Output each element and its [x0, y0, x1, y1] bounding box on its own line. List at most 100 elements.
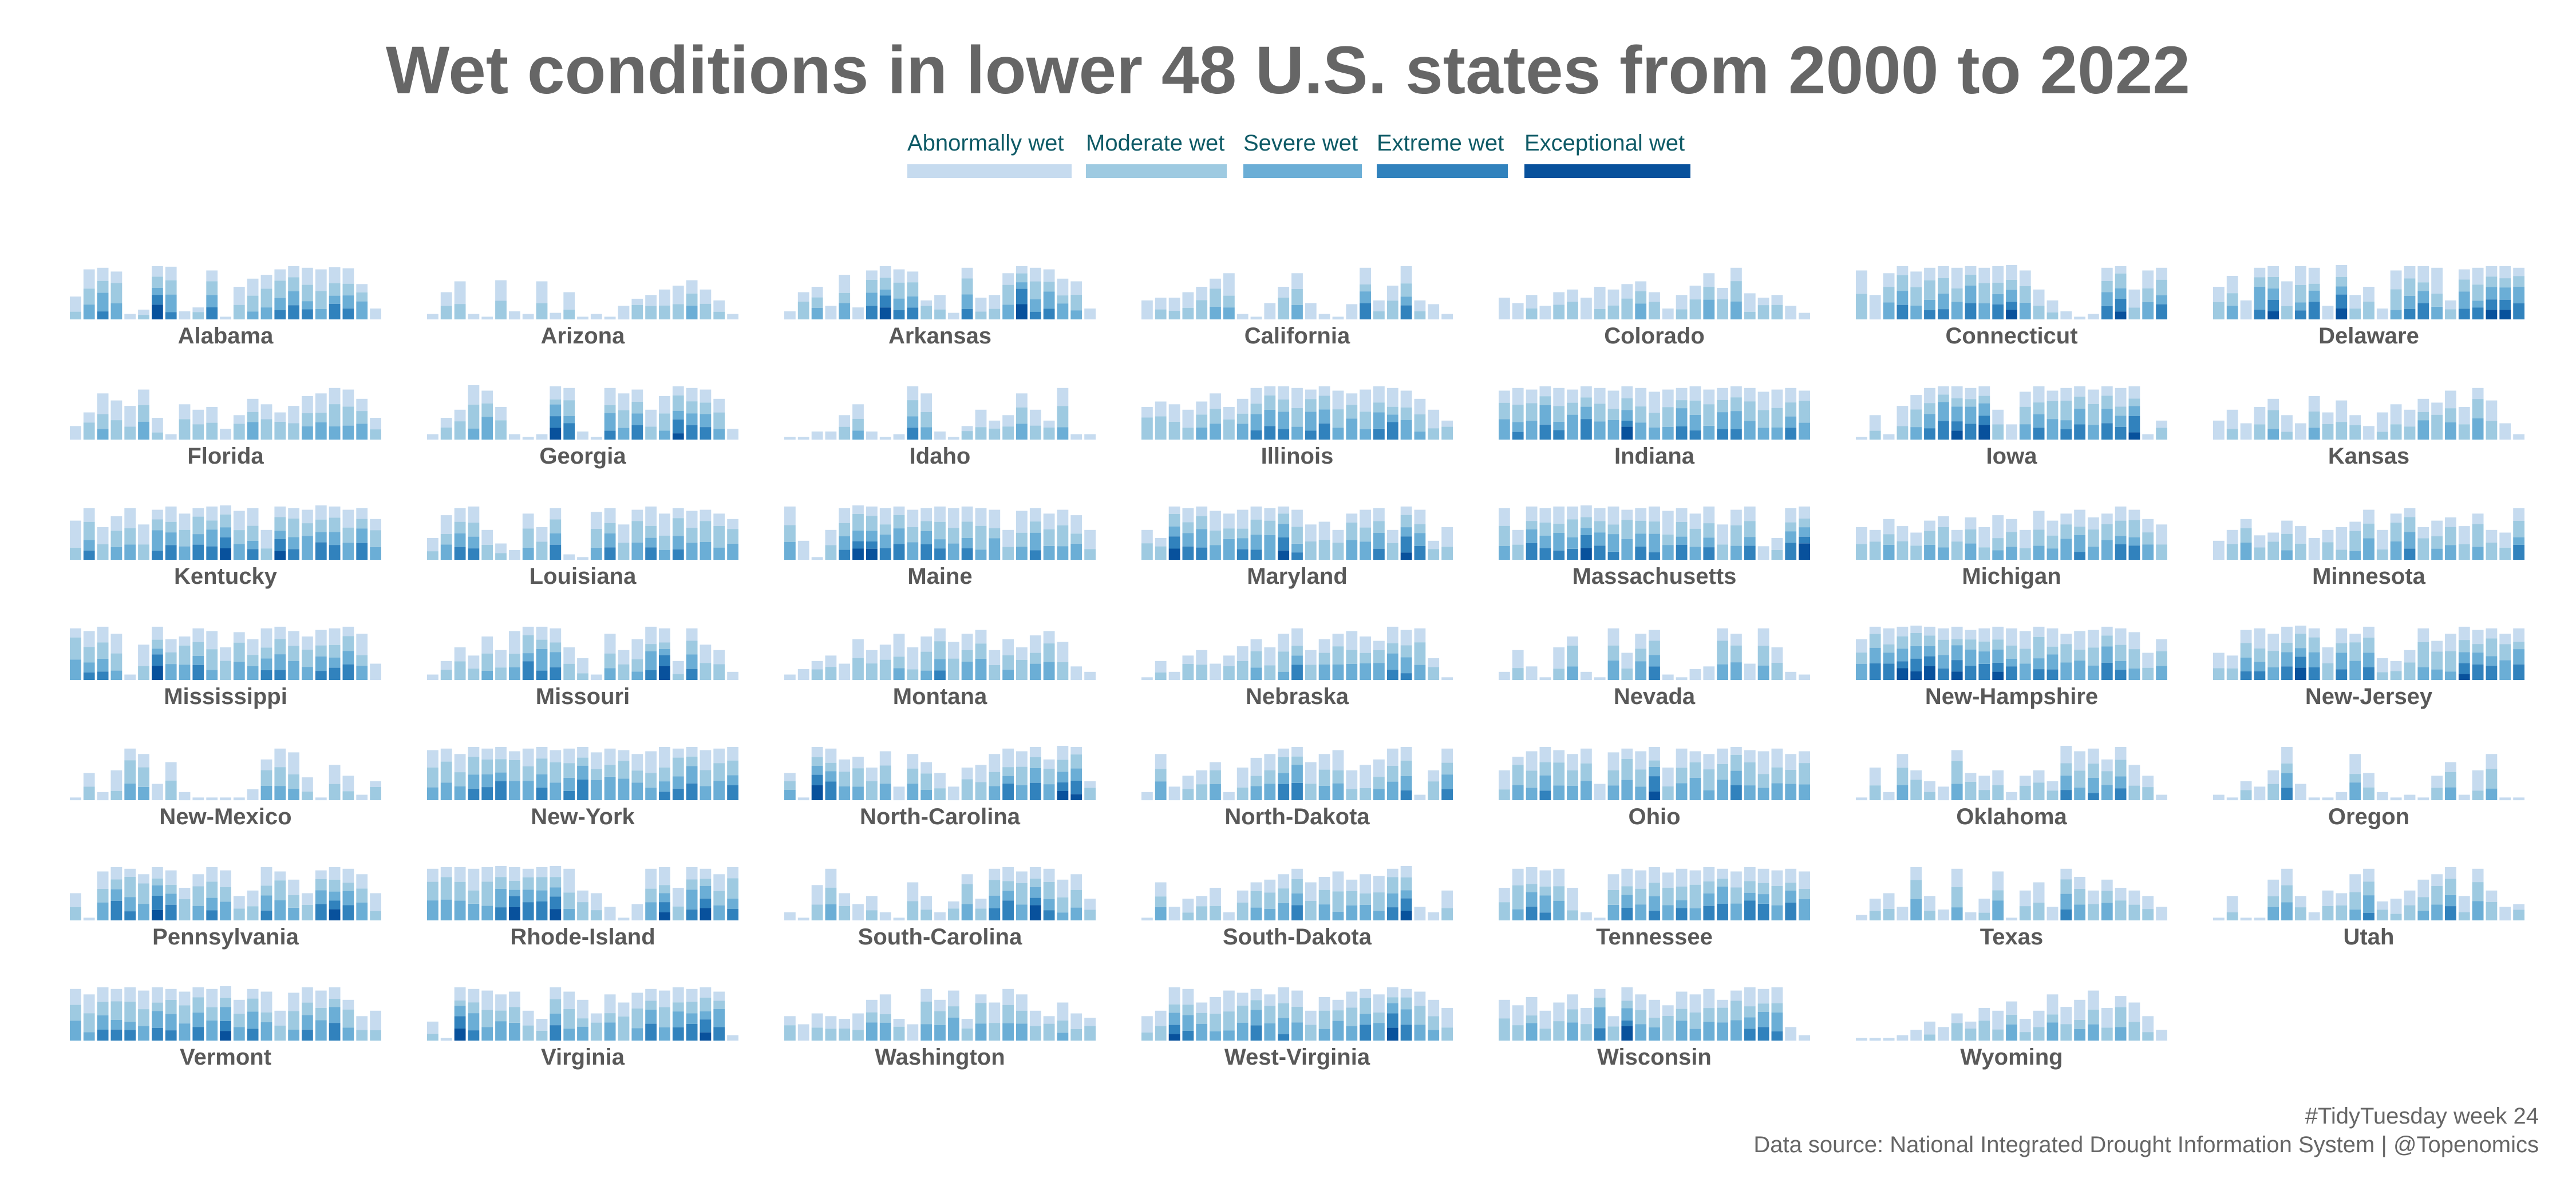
bar-segment	[427, 1021, 438, 1034]
bar-segment	[1910, 545, 1922, 560]
bar-segment	[481, 1010, 493, 1027]
facet-label: New-Jersey	[2305, 684, 2433, 709]
bar-segment	[1581, 748, 1592, 764]
bar-segment	[1002, 669, 1014, 680]
bar-segment	[481, 653, 493, 671]
bar-segment	[1155, 546, 1167, 560]
bar-segment	[1607, 524, 1619, 535]
bar-segment	[468, 506, 480, 523]
bar-segment	[522, 314, 534, 319]
bar-segment	[2349, 910, 2361, 920]
bar-segment	[2281, 550, 2293, 560]
bar-segment	[1785, 522, 1797, 532]
bar-segment	[315, 671, 327, 680]
bar-segment	[1676, 508, 1688, 523]
bar-segment	[1250, 317, 1262, 320]
bar-segment	[1785, 784, 1797, 800]
bar-segment	[1373, 508, 1385, 521]
bar-segment	[2060, 662, 2072, 680]
facet-new-hampshire: New-Hampshire	[1856, 626, 2167, 709]
bar-segment	[260, 628, 272, 648]
bar-segment	[604, 413, 616, 431]
bar-segment	[1924, 299, 1935, 310]
bar-segment	[1635, 508, 1647, 521]
bar-segment	[2267, 667, 2279, 680]
bar-segment	[440, 306, 452, 319]
bar-segment	[536, 626, 548, 640]
bar-segment	[2006, 265, 2017, 280]
bar-segment	[1264, 908, 1276, 920]
bar-segment	[1581, 298, 1592, 319]
bar-segment	[2349, 661, 2361, 680]
bar-segment	[274, 531, 286, 539]
bar-segment	[1373, 911, 1385, 920]
bar-segment	[329, 532, 341, 545]
bar-segment	[1910, 287, 1922, 306]
bar-segment	[1621, 539, 1633, 560]
bar-segment	[811, 661, 823, 670]
legend-item-moderate-wet: Moderate wet	[1086, 131, 1227, 178]
bar-segment	[2349, 425, 2361, 440]
bar-segment	[1594, 404, 1606, 422]
bar-segment	[907, 509, 919, 527]
bar-segment	[165, 545, 177, 560]
facet-label: Arizona	[541, 323, 625, 349]
bar-segment	[1428, 770, 1440, 782]
bar-segment	[2006, 666, 2017, 680]
bar-segment	[179, 419, 191, 440]
bar-segment	[631, 542, 643, 560]
bar-segment	[1029, 897, 1041, 906]
bar-segment	[247, 525, 259, 541]
bar-segment	[713, 650, 725, 665]
bar-segment	[618, 761, 630, 779]
bar-segment	[1938, 294, 1949, 310]
bar-segment	[1278, 651, 1290, 672]
bar-segment	[839, 663, 851, 680]
bar-segment	[1084, 899, 1096, 910]
bar-segment	[700, 879, 712, 886]
bar-segment	[1360, 303, 1371, 319]
bar-segment	[509, 1007, 520, 1023]
bar-segment	[631, 754, 643, 771]
bar-segment	[1168, 311, 1180, 319]
bar-segment	[631, 413, 643, 425]
bar-segment	[110, 271, 123, 283]
bar-segment	[839, 1019, 851, 1029]
bar-segment	[192, 655, 204, 665]
bar-segment	[727, 867, 738, 879]
bar-segment	[2074, 751, 2085, 771]
bar-segment	[686, 543, 698, 560]
bar-segment	[1662, 1016, 1674, 1041]
bar-segment	[2349, 642, 2361, 661]
bar-segment	[1910, 867, 1922, 880]
bar-segment	[260, 404, 272, 420]
bar-segment	[1526, 666, 1538, 681]
bar-segment	[1689, 513, 1701, 529]
bar-segment	[1029, 768, 1041, 783]
bar-segment	[1499, 888, 1510, 903]
bar-segment	[784, 1025, 796, 1041]
bar-segment	[1621, 908, 1633, 920]
bar-segment	[975, 765, 987, 782]
bar-segment	[2486, 628, 2498, 639]
bar-segment	[839, 893, 851, 906]
bar-segment	[1084, 529, 1096, 549]
bar-segment	[165, 904, 177, 920]
bar-segment	[83, 508, 95, 522]
bar-segment	[2295, 784, 2306, 800]
bar-segment	[550, 667, 562, 680]
bar-segment	[1016, 304, 1028, 319]
bar-segment	[1332, 665, 1344, 680]
bar-segment	[825, 529, 837, 545]
bar-segment	[631, 509, 643, 521]
bar-segment	[1043, 784, 1055, 800]
facet-label: Alabama	[178, 323, 274, 349]
bar-segment	[1043, 428, 1055, 440]
bar-segment	[1223, 1011, 1235, 1031]
bar-segment	[2390, 513, 2402, 523]
bar-segment	[2336, 653, 2348, 670]
bar-segment	[481, 787, 493, 800]
bar-segment	[839, 786, 851, 800]
bar-segment	[152, 551, 163, 560]
bar-segment	[1223, 990, 1235, 1012]
